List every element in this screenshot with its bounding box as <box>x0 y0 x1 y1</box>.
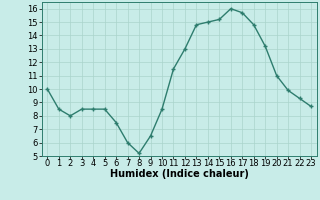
X-axis label: Humidex (Indice chaleur): Humidex (Indice chaleur) <box>110 169 249 179</box>
